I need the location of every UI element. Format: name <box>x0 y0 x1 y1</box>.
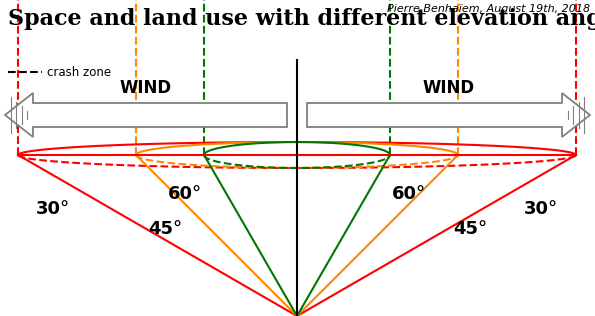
Polygon shape <box>307 93 590 137</box>
Text: WIND: WIND <box>422 79 475 97</box>
Text: 45°: 45° <box>453 220 487 238</box>
Text: 45°: 45° <box>148 220 182 238</box>
Text: Space and land use with different elevation angles: Space and land use with different elevat… <box>8 8 595 30</box>
Text: 30°: 30° <box>524 200 558 218</box>
Text: 60°: 60° <box>168 185 202 203</box>
Text: Pierre Benhaïem, August 19th, 2018: Pierre Benhaïem, August 19th, 2018 <box>387 4 590 14</box>
Text: 60°: 60° <box>392 185 426 203</box>
Text: 30°: 30° <box>36 200 70 218</box>
Polygon shape <box>5 93 287 137</box>
Text: crash zone: crash zone <box>47 65 111 78</box>
Text: WIND: WIND <box>120 79 172 97</box>
